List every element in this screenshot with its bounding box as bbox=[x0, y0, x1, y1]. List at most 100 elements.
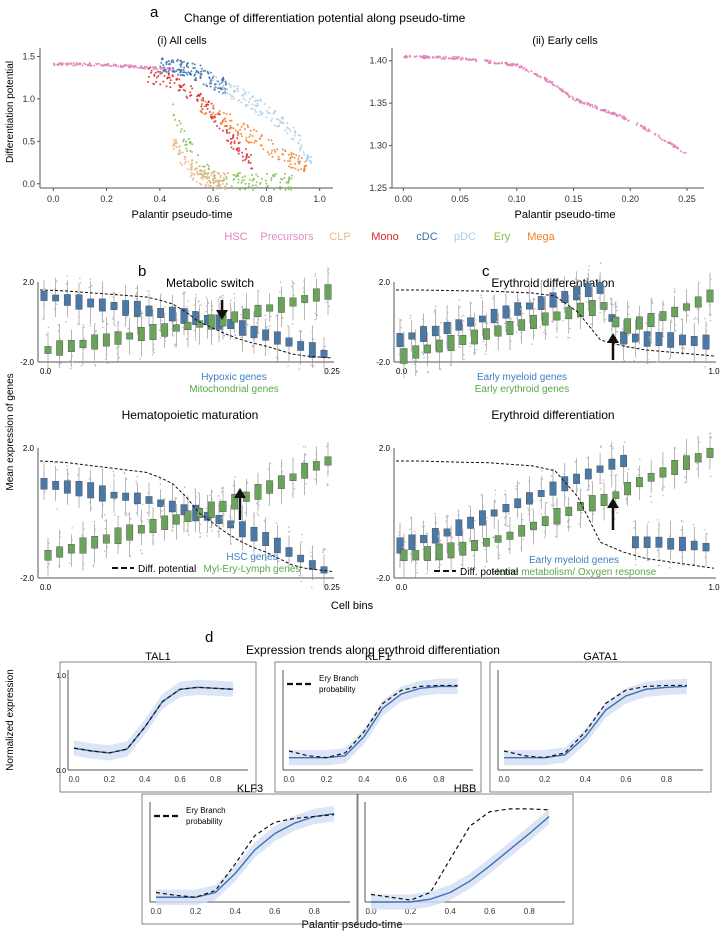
legend-ery: Ery bbox=[494, 231, 511, 243]
outlier bbox=[575, 487, 578, 490]
data-point bbox=[159, 72, 162, 75]
x-tick-label: 0.6 bbox=[207, 194, 220, 204]
outlier bbox=[599, 488, 602, 491]
box bbox=[168, 306, 176, 322]
outlier bbox=[112, 316, 114, 319]
data-point bbox=[248, 155, 251, 158]
outlier bbox=[194, 488, 196, 490]
data-point bbox=[229, 124, 232, 127]
box bbox=[215, 515, 223, 524]
outlier bbox=[198, 304, 201, 307]
outlier bbox=[609, 297, 612, 300]
data-point bbox=[611, 112, 614, 115]
outlier bbox=[233, 489, 236, 491]
data-point bbox=[230, 97, 233, 100]
data-point bbox=[618, 113, 621, 116]
x-tick-label: 0.2 bbox=[100, 194, 113, 204]
data-point bbox=[197, 72, 200, 75]
legend-blue: Hypoxic genes bbox=[201, 372, 267, 383]
outlier bbox=[245, 324, 247, 327]
outlier bbox=[588, 265, 590, 268]
outlier bbox=[540, 282, 542, 285]
data-point bbox=[225, 183, 228, 186]
outlier bbox=[291, 280, 293, 283]
data-point bbox=[226, 92, 229, 95]
outlier bbox=[83, 337, 86, 340]
data-point bbox=[290, 177, 293, 180]
data-point bbox=[228, 93, 231, 96]
outlier bbox=[450, 360, 452, 362]
panel-a: a Change of differentiation potential al… bbox=[5, 4, 704, 243]
data-point bbox=[488, 61, 491, 64]
data-point bbox=[241, 179, 244, 182]
outlier bbox=[106, 323, 109, 325]
data-point bbox=[668, 141, 671, 144]
outlier bbox=[674, 482, 676, 485]
data-point bbox=[280, 177, 283, 180]
data-point bbox=[273, 124, 276, 127]
data-point bbox=[266, 112, 269, 115]
data-point bbox=[232, 133, 235, 136]
data-point bbox=[221, 120, 224, 123]
outlier bbox=[638, 313, 640, 315]
x-tick-label: 0.00 bbox=[395, 194, 413, 204]
legend-cdc: cDC bbox=[416, 231, 437, 243]
outlier bbox=[302, 460, 305, 463]
outlier bbox=[95, 329, 97, 332]
data-point bbox=[184, 143, 187, 146]
box bbox=[75, 294, 83, 310]
data-point bbox=[671, 143, 674, 146]
outlier bbox=[128, 325, 131, 327]
outlier bbox=[564, 469, 566, 471]
outlier bbox=[279, 281, 282, 283]
outlier bbox=[528, 291, 531, 293]
outlier bbox=[650, 297, 653, 300]
box bbox=[561, 476, 569, 492]
outlier bbox=[494, 489, 496, 492]
box bbox=[608, 458, 616, 470]
data-point bbox=[284, 129, 287, 132]
outlier bbox=[543, 331, 545, 334]
outlier bbox=[421, 525, 424, 528]
data-point bbox=[183, 162, 186, 165]
outlier bbox=[233, 293, 236, 295]
outlier bbox=[657, 528, 660, 531]
outlier bbox=[603, 311, 605, 314]
data-point bbox=[200, 170, 203, 173]
outlier bbox=[493, 499, 496, 502]
outlier bbox=[311, 557, 314, 560]
x-tick-label: 0.8 bbox=[210, 775, 222, 784]
outlier bbox=[89, 278, 92, 281]
outlier bbox=[696, 308, 699, 310]
data-point bbox=[256, 102, 259, 105]
data-point bbox=[195, 161, 198, 164]
outlier bbox=[175, 535, 178, 538]
box bbox=[126, 332, 134, 340]
box bbox=[702, 334, 710, 350]
outlier bbox=[457, 338, 460, 341]
outlier bbox=[683, 348, 685, 350]
outlier bbox=[649, 495, 652, 498]
x-tick-label: 0.2 bbox=[321, 775, 333, 784]
data-point bbox=[222, 186, 225, 189]
outlier bbox=[421, 351, 423, 354]
box bbox=[126, 524, 134, 541]
data-point bbox=[178, 145, 181, 148]
outlier bbox=[195, 296, 197, 299]
data-point bbox=[93, 64, 96, 67]
outlier bbox=[146, 518, 149, 520]
legend-green: Mitochondrial genes bbox=[189, 384, 279, 395]
box bbox=[635, 316, 643, 330]
confidence-band bbox=[74, 679, 234, 761]
box bbox=[56, 340, 64, 356]
legend-branch-line1: Ery Branch bbox=[186, 806, 226, 815]
box bbox=[400, 348, 408, 364]
data-point bbox=[288, 127, 291, 130]
data-point bbox=[172, 103, 175, 106]
box bbox=[180, 504, 188, 516]
outlier bbox=[612, 304, 614, 306]
data-point bbox=[568, 95, 571, 98]
data-point bbox=[520, 65, 523, 68]
outlier bbox=[662, 462, 664, 465]
